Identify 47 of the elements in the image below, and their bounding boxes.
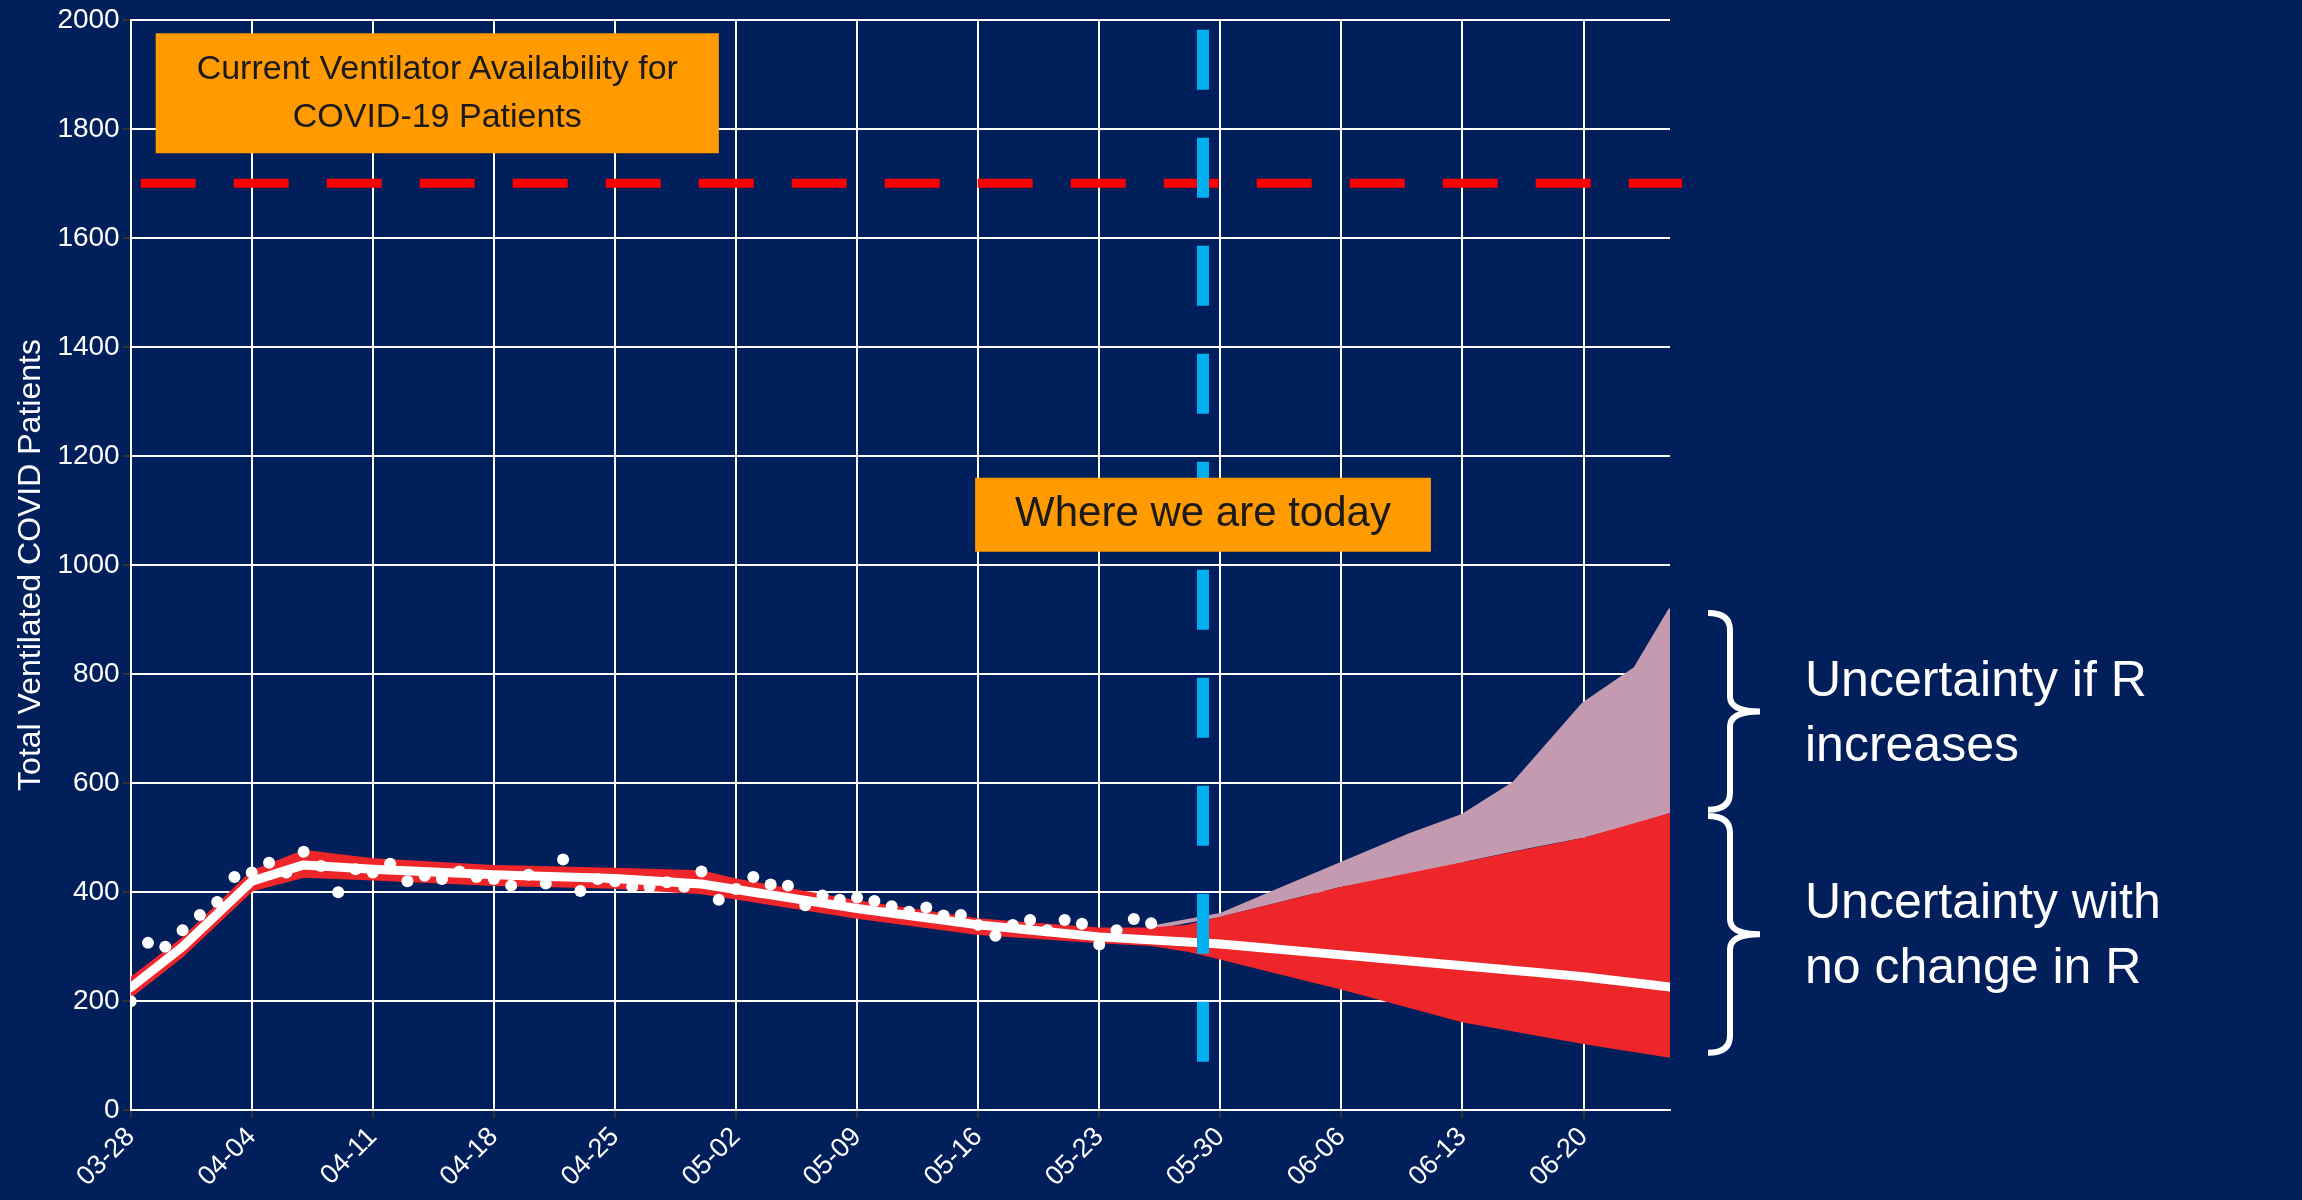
point: [141, 936, 154, 949]
y-tick-label: 1400: [57, 329, 120, 361]
y-axis-title: Total Ventilated COVID Patients: [11, 339, 48, 791]
ref-line-label: Where we are today: [1015, 488, 1391, 536]
point: [1058, 913, 1071, 926]
point: [453, 865, 466, 878]
text: Uncertainty if R increases: [1805, 649, 2148, 774]
point: [989, 929, 1002, 942]
y-tick-label: 0: [104, 1092, 120, 1124]
y-tick-label: 800: [72, 656, 120, 688]
point: [228, 870, 241, 883]
y-tick-label: 1800: [57, 111, 120, 143]
point: [1127, 912, 1140, 925]
point: [591, 873, 604, 886]
point: [920, 901, 933, 914]
point: [332, 886, 345, 899]
point: [159, 940, 172, 953]
y-tick-label: 1600: [57, 220, 120, 252]
point: [574, 885, 587, 898]
y-tick-label: 200: [72, 983, 120, 1015]
point: [747, 870, 760, 883]
y-tick-label: 600: [72, 765, 120, 797]
point: [401, 875, 414, 888]
y-tick-label: 1200: [57, 438, 120, 470]
y-tick-label: 2000: [57, 2, 120, 34]
point: [211, 895, 224, 908]
point: [1145, 917, 1158, 930]
point: [1024, 913, 1037, 926]
point: [1041, 924, 1054, 937]
ref-line-label: Current Ventilator Availability for COVID-19 Patients: [196, 47, 678, 134]
point: [522, 868, 535, 881]
point: [764, 878, 777, 891]
point: [1075, 917, 1088, 930]
y-tick-label: 400: [72, 874, 120, 906]
point: [176, 924, 189, 937]
point: [245, 866, 258, 879]
y-tick-label: 1000: [57, 547, 120, 579]
point: [868, 894, 881, 907]
text: Uncertainty with no change in R: [1805, 872, 2162, 997]
point: [781, 879, 794, 892]
point: [712, 893, 725, 906]
point: [193, 909, 206, 922]
point: [505, 879, 518, 892]
point: [263, 856, 276, 869]
point: [297, 845, 310, 858]
point: [557, 853, 570, 866]
point: [695, 865, 708, 878]
